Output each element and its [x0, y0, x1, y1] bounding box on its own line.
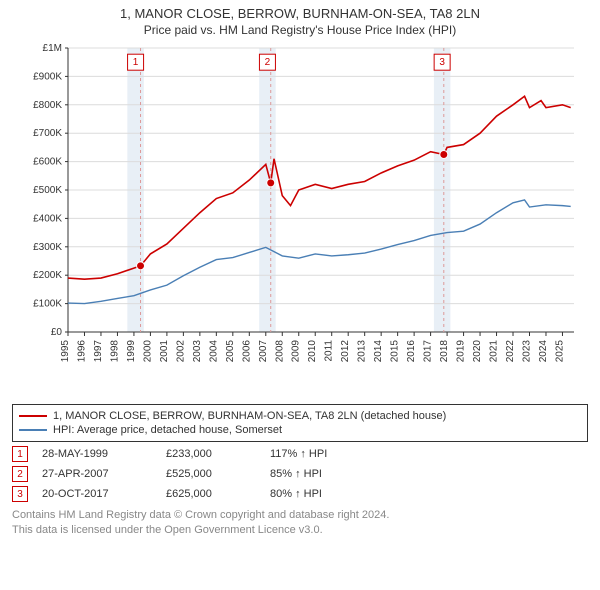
- svg-text:£700K: £700K: [33, 129, 62, 140]
- svg-text:£900K: £900K: [33, 72, 62, 83]
- legend-item: HPI: Average price, detached house, Some…: [19, 423, 581, 437]
- svg-text:1995: 1995: [60, 340, 71, 363]
- svg-text:£600K: £600K: [33, 157, 62, 168]
- svg-text:2009: 2009: [291, 340, 302, 363]
- legend-label: 1, MANOR CLOSE, BERROW, BURNHAM-ON-SEA, …: [53, 410, 446, 422]
- svg-text:2020: 2020: [472, 340, 483, 363]
- legend-swatch: [19, 429, 47, 431]
- sale-price: £233,000: [166, 448, 256, 460]
- svg-text:2: 2: [265, 57, 271, 68]
- svg-text:£400K: £400K: [33, 214, 62, 225]
- svg-text:3: 3: [439, 57, 445, 68]
- legend: 1, MANOR CLOSE, BERROW, BURNHAM-ON-SEA, …: [12, 404, 588, 442]
- page-subtitle: Price paid vs. HM Land Registry's House …: [8, 23, 592, 39]
- svg-text:2022: 2022: [505, 340, 516, 363]
- sales-row: 3 20-OCT-2017 £625,000 80% ↑ HPI: [12, 484, 588, 504]
- sale-date: 27-APR-2007: [42, 468, 152, 480]
- sales-table: 1 28-MAY-1999 £233,000 117% ↑ HPI 2 27-A…: [12, 444, 588, 504]
- svg-text:2015: 2015: [390, 340, 401, 363]
- svg-text:2014: 2014: [373, 340, 384, 363]
- svg-text:2016: 2016: [406, 340, 417, 363]
- sale-delta: 117% ↑ HPI: [270, 448, 327, 460]
- svg-text:1997: 1997: [93, 340, 104, 363]
- svg-text:£0: £0: [51, 327, 63, 338]
- svg-text:2025: 2025: [554, 340, 565, 363]
- svg-text:£200K: £200K: [33, 271, 62, 282]
- svg-text:2004: 2004: [208, 340, 219, 363]
- legend-item: 1, MANOR CLOSE, BERROW, BURNHAM-ON-SEA, …: [19, 409, 581, 423]
- sale-delta: 85% ↑ HPI: [270, 468, 322, 480]
- legend-swatch: [19, 415, 47, 417]
- svg-text:2000: 2000: [142, 340, 153, 363]
- sale-badge: 1: [12, 446, 28, 462]
- svg-text:2017: 2017: [423, 340, 434, 363]
- sales-row: 2 27-APR-2007 £525,000 85% ↑ HPI: [12, 464, 588, 484]
- sale-badge: 3: [12, 486, 28, 502]
- svg-text:2013: 2013: [357, 340, 368, 363]
- legend-label: HPI: Average price, detached house, Some…: [53, 424, 282, 436]
- page-title: 1, MANOR CLOSE, BERROW, BURNHAM-ON-SEA, …: [8, 6, 592, 23]
- svg-text:2007: 2007: [258, 340, 269, 363]
- svg-text:2005: 2005: [225, 340, 236, 363]
- svg-text:2003: 2003: [192, 340, 203, 363]
- svg-text:2012: 2012: [340, 340, 351, 363]
- svg-text:2021: 2021: [489, 340, 500, 363]
- svg-text:1996: 1996: [76, 340, 87, 363]
- svg-text:2011: 2011: [324, 340, 335, 362]
- svg-text:£500K: £500K: [33, 185, 62, 196]
- svg-text:2001: 2001: [159, 340, 170, 363]
- sale-date: 20-OCT-2017: [42, 488, 152, 500]
- svg-text:£800K: £800K: [33, 100, 62, 111]
- svg-text:£300K: £300K: [33, 242, 62, 253]
- svg-text:2024: 2024: [538, 340, 549, 363]
- sales-row: 1 28-MAY-1999 £233,000 117% ↑ HPI: [12, 444, 588, 464]
- sale-delta: 80% ↑ HPI: [270, 488, 322, 500]
- svg-text:£1M: £1M: [43, 43, 62, 54]
- footnote: Contains HM Land Registry data © Crown c…: [12, 508, 588, 537]
- svg-text:£100K: £100K: [33, 299, 62, 310]
- svg-text:2002: 2002: [175, 340, 186, 363]
- svg-text:1: 1: [133, 57, 139, 68]
- svg-text:1999: 1999: [126, 340, 137, 363]
- svg-text:2010: 2010: [307, 340, 318, 363]
- sale-date: 28-MAY-1999: [42, 448, 152, 460]
- chart: £0 £100K £200K £300K £400K £500K £600K £700K £80…: [20, 42, 580, 400]
- svg-text:2019: 2019: [456, 340, 467, 363]
- svg-text:2023: 2023: [521, 340, 532, 363]
- sale-badge: 2: [12, 466, 28, 482]
- svg-text:2018: 2018: [439, 340, 450, 363]
- sale-price: £525,000: [166, 468, 256, 480]
- svg-text:1998: 1998: [109, 340, 120, 363]
- svg-text:2006: 2006: [241, 340, 252, 363]
- svg-text:2008: 2008: [274, 340, 285, 363]
- sale-price: £625,000: [166, 488, 256, 500]
